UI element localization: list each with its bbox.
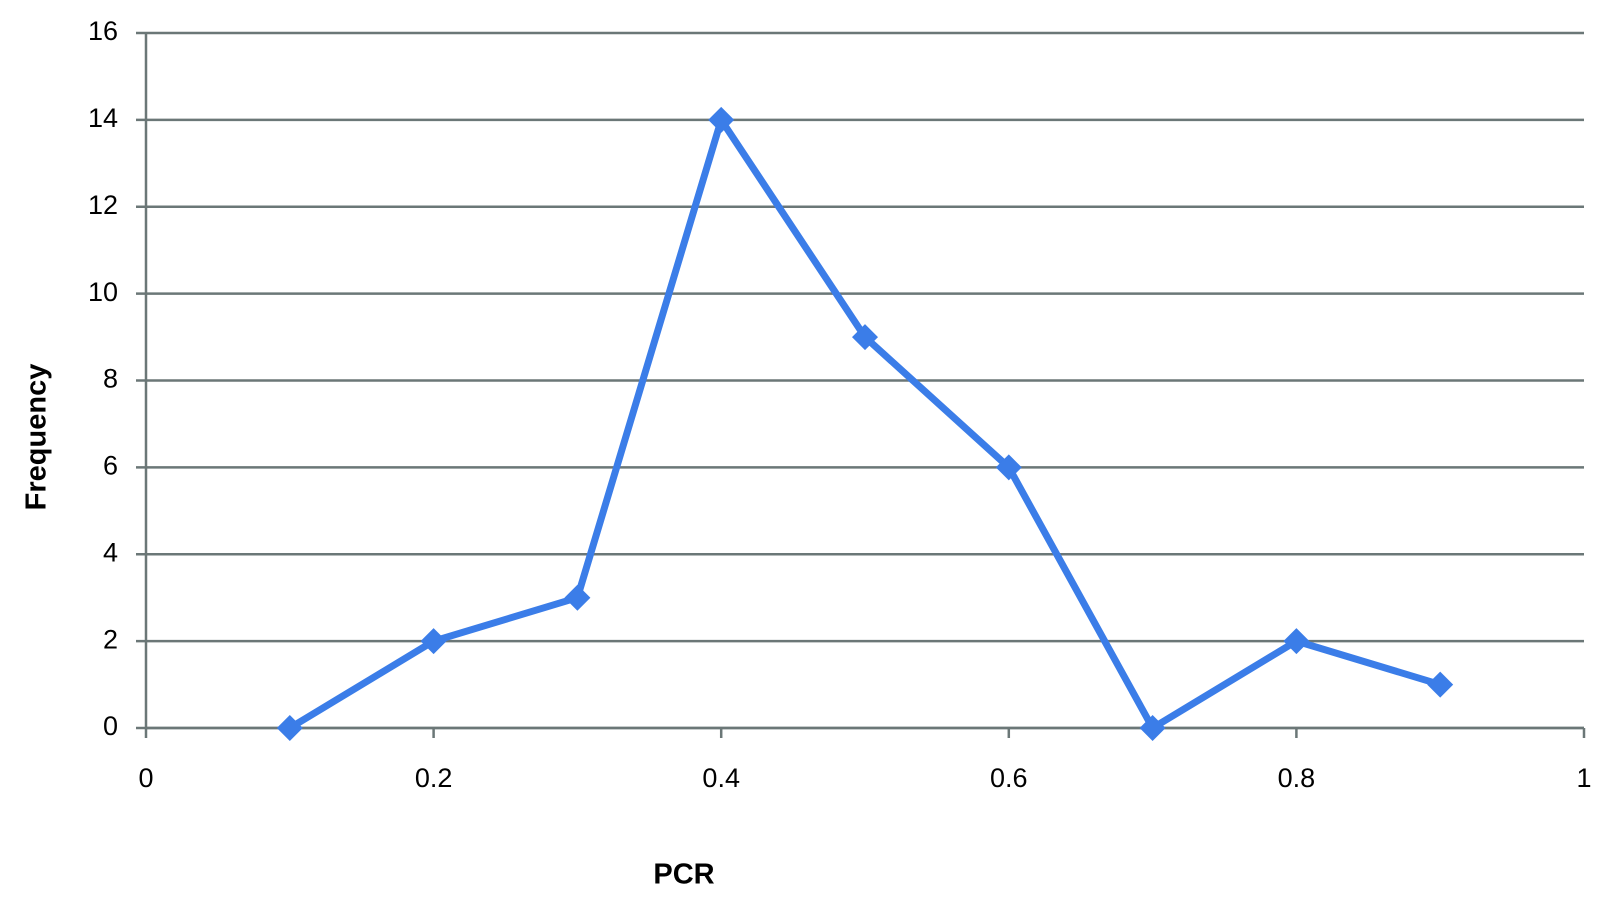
x-tick-label: 0	[138, 763, 153, 793]
x-tick-label: 0.2	[415, 763, 453, 793]
y-tick-label: 16	[88, 16, 118, 46]
data-point	[852, 324, 878, 351]
y-tick-label: 12	[88, 190, 118, 220]
y-tick-label: 0	[103, 711, 118, 741]
data-point	[995, 454, 1022, 481]
x-axis-title: PCR	[653, 859, 714, 891]
y-tick-label: 6	[103, 451, 118, 481]
x-tick-label: 1	[1576, 763, 1591, 793]
y-tick-label: 4	[103, 537, 118, 567]
data-point	[1139, 715, 1166, 741]
data-point	[420, 628, 447, 655]
data-point	[708, 106, 735, 133]
x-tick-label: 0.6	[990, 763, 1028, 793]
series-line	[287, 116, 1442, 732]
y-tick-label: 8	[103, 364, 118, 394]
data-point	[1283, 628, 1310, 655]
x-tick-label: 0.8	[1278, 763, 1316, 793]
data-point	[276, 715, 303, 741]
data-point	[1427, 671, 1454, 698]
y-tick-label: 2	[103, 624, 118, 654]
x-tick-label: 0.4	[702, 763, 740, 793]
y-tick-label: 10	[88, 277, 118, 307]
y-tick-label: 14	[88, 103, 118, 133]
data-point	[564, 584, 591, 611]
y-axis-title: Frequency	[21, 364, 53, 511]
